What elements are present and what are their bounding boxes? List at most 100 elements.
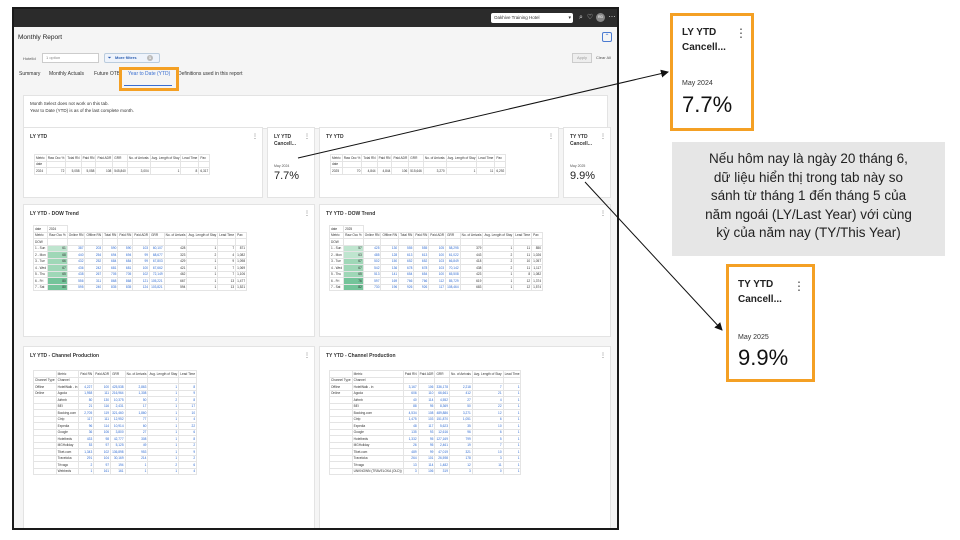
- header-row: Metric Raw Occ % Online RN Offline RN Total …: [32, 231, 248, 239]
- table-row: Expedia 96 114 10,914 60 1 22: [33, 422, 198, 430]
- table-cell: 1: [78, 467, 95, 475]
- kebab-icon[interactable]: ⋮: [600, 134, 606, 140]
- kebab-icon[interactable]: ⋮: [548, 134, 554, 140]
- callout-value: 9.9%: [738, 345, 789, 370]
- hotel-id-label: HotelId: [23, 56, 36, 61]
- table-cell: 835: [117, 283, 134, 291]
- callout-date: May 2025: [738, 334, 769, 341]
- explanation-line: năm ngoái (LY/Last Year) với cùng: [705, 206, 912, 222]
- table-cell: 108,464: [445, 283, 461, 291]
- search-icon[interactable]: ⌕: [579, 14, 583, 21]
- ly-channel-table: Metric Paid RN Paid ADR GRR No. of Arrivals A…: [33, 370, 198, 475]
- explanation-line: Nếu hôm nay là ngày 20 tháng 6,: [709, 151, 908, 166]
- table-row: 7 - Sat 82 730 196 926 926 117 108,464 683 1 12 1,5…: [328, 283, 544, 291]
- table-cell: 103,821: [149, 283, 165, 291]
- table-cell: 117: [428, 283, 447, 291]
- filter-icon: ⏷: [108, 55, 112, 60]
- more-filters-button[interactable]: ⏷ More filters 1: [104, 53, 160, 63]
- ty-callout: TY YTD Cancell... ⋮ May 2025 9.9%: [726, 264, 815, 382]
- header-row: Metric Paid RN Paid ADR GRR No. of Arrivals A…: [33, 370, 198, 378]
- table-cell: 1: [149, 167, 182, 175]
- table-cell: 124: [132, 283, 151, 291]
- hotel-id-select[interactable]: 1 option: [42, 53, 99, 63]
- card-title: LY YTD: [30, 134, 48, 140]
- ly-cancel-kpi: LY YTD Cancell... ⋮ May 2024 7.7%: [267, 127, 315, 198]
- kpi-title: LY YTD Cancell...: [274, 134, 296, 147]
- table-cell: 1: [482, 283, 515, 291]
- card-title: TY YTD - DOW Trend: [326, 211, 376, 217]
- table-cell: 1,574: [531, 283, 544, 291]
- table-cell: 1: [502, 467, 522, 475]
- ty-ytd-table: Metric Raw Occ % Total RN Paid RN Paid ADR GR…: [330, 154, 507, 175]
- chevron-down-icon: ▾: [568, 15, 571, 21]
- table-cell: 4: [178, 467, 198, 475]
- table-cell: 6,317: [198, 167, 211, 175]
- table-row: 1 - Sun 61 387 203 590 590 103 60,107 428 1 7 871: [32, 244, 248, 252]
- card-title: TY YTD - Channel Production: [326, 353, 396, 359]
- collapse-icon[interactable]: ⌃: [602, 32, 612, 42]
- kebab-icon[interactable]: ⋮: [304, 134, 310, 140]
- table-cell: 7 - Sat: [32, 283, 49, 291]
- kebab-icon: ⋮: [793, 279, 805, 293]
- table-row: 4 - Wed 67 542 136 678 678 103 70,142 438 2 11 1,11…: [328, 264, 544, 272]
- table-cell: 4,844: [361, 167, 378, 175]
- kebab-icon[interactable]: ⋮: [304, 353, 310, 359]
- table-row: 2 - Mon 63 485 128 613 613 100 61,022 443 2 11 1,02…: [328, 251, 544, 259]
- table-cell: 926: [413, 283, 430, 291]
- tab-summary[interactable]: Summary: [19, 71, 41, 77]
- ly-ytd-table: Metric Raw Occ % Total RN Paid RN Paid ADR GR…: [34, 154, 211, 175]
- table-cell: 12: [513, 283, 533, 291]
- table-cell: 70: [341, 167, 363, 175]
- hotel-selector[interactable]: Oakhive Training Hotel ▾: [491, 13, 573, 23]
- ty-dow-table: date 2025 Metric Raw Occ % Online RN Offline …: [328, 225, 544, 291]
- table-row: Offline HotelWalk - in 3,167 106 336,178 2,21…: [329, 383, 522, 391]
- kebab-icon[interactable]: ⋮: [600, 353, 606, 359]
- filter-count-badge: 1: [147, 55, 153, 61]
- kebab-icon[interactable]: ⋮: [252, 134, 258, 140]
- table-row: Webbeds 1 161 161 1 1 4: [33, 467, 198, 475]
- hotel-name: Oakhive Training Hotel: [494, 15, 540, 20]
- explanation-line: sánh từ tháng 1 đến tháng 5 của: [710, 188, 907, 203]
- table-row: Airbnb 80 130 10,375 50 2 8: [33, 396, 198, 404]
- ly-dow-card: LY YTD - DOW Trend ⋮ date 2024 Metric Raw O…: [23, 204, 315, 337]
- kpi-date: May 2025: [570, 164, 586, 168]
- avatar[interactable]: RD: [596, 13, 605, 22]
- table-row: 2025 70 4,844 4,844 106 515,646 3,270 1 11 6,292: [330, 167, 507, 175]
- app-window: Oakhive Training Hotel ▾ ⌕ ♡ RD ⋯ Monthly…: [12, 7, 619, 530]
- tab-definitions[interactable]: Definitions used in this report: [178, 71, 243, 77]
- table-cell: 3,004: [126, 167, 151, 175]
- tab-monthly-actuals[interactable]: Monthly Actuals: [49, 71, 85, 77]
- more-icon[interactable]: ⋯: [608, 14, 616, 21]
- table-cell: 106: [391, 167, 410, 175]
- ly-callout: LY YTD Cancell... ⋮ May 2024 7.7%: [670, 13, 754, 131]
- table-cell: 7 - Sat: [328, 283, 345, 291]
- page-title: Monthly Report: [18, 34, 63, 41]
- filter-bar: HotelId 1 option ⏷ More filters 1 Apply Cl…: [18, 53, 614, 65]
- table-cell: 319: [434, 467, 450, 475]
- header-row: Channel Type Channel: [329, 376, 522, 384]
- card-title: TY YTD: [326, 134, 344, 140]
- card-title: LY YTD - DOW Trend: [30, 211, 79, 217]
- kpi-value: 7.7%: [274, 170, 300, 182]
- kebab-icon[interactable]: ⋮: [304, 211, 310, 217]
- table-cell: 1: [147, 467, 180, 475]
- explanation-line: kỳ của năm nay (TY/This Year): [716, 225, 901, 240]
- tab-ytd[interactable]: Year to Date (YTD): [128, 71, 171, 77]
- tab-future-otb[interactable]: Future OTB: [94, 71, 121, 77]
- note-card: Month Select does not work on this tab. …: [23, 95, 608, 129]
- table-cell: 106: [417, 467, 436, 475]
- table-cell: 80: [47, 283, 68, 291]
- ly-ytd-card: LY YTD ⋮ Metric Raw Occ % Total RN Paid RN P…: [23, 127, 263, 198]
- kebab-icon[interactable]: ⋮: [600, 211, 606, 217]
- table-cell: 730: [362, 283, 382, 291]
- table-cell: 545,840: [112, 167, 128, 175]
- apply-button[interactable]: Apply: [572, 53, 592, 63]
- table-cell: 161: [110, 467, 126, 475]
- table-cell: 1: [186, 283, 219, 291]
- table-cell: [33, 467, 57, 475]
- lightbulb-icon[interactable]: ♡: [586, 14, 594, 21]
- top-bar: Oakhive Training Hotel ▾ ⌕ ♡ RD ⋯: [14, 9, 617, 27]
- table-cell: 0: [471, 467, 504, 475]
- clear-all-link[interactable]: Clear All: [596, 55, 611, 60]
- table-cell: 240: [84, 283, 104, 291]
